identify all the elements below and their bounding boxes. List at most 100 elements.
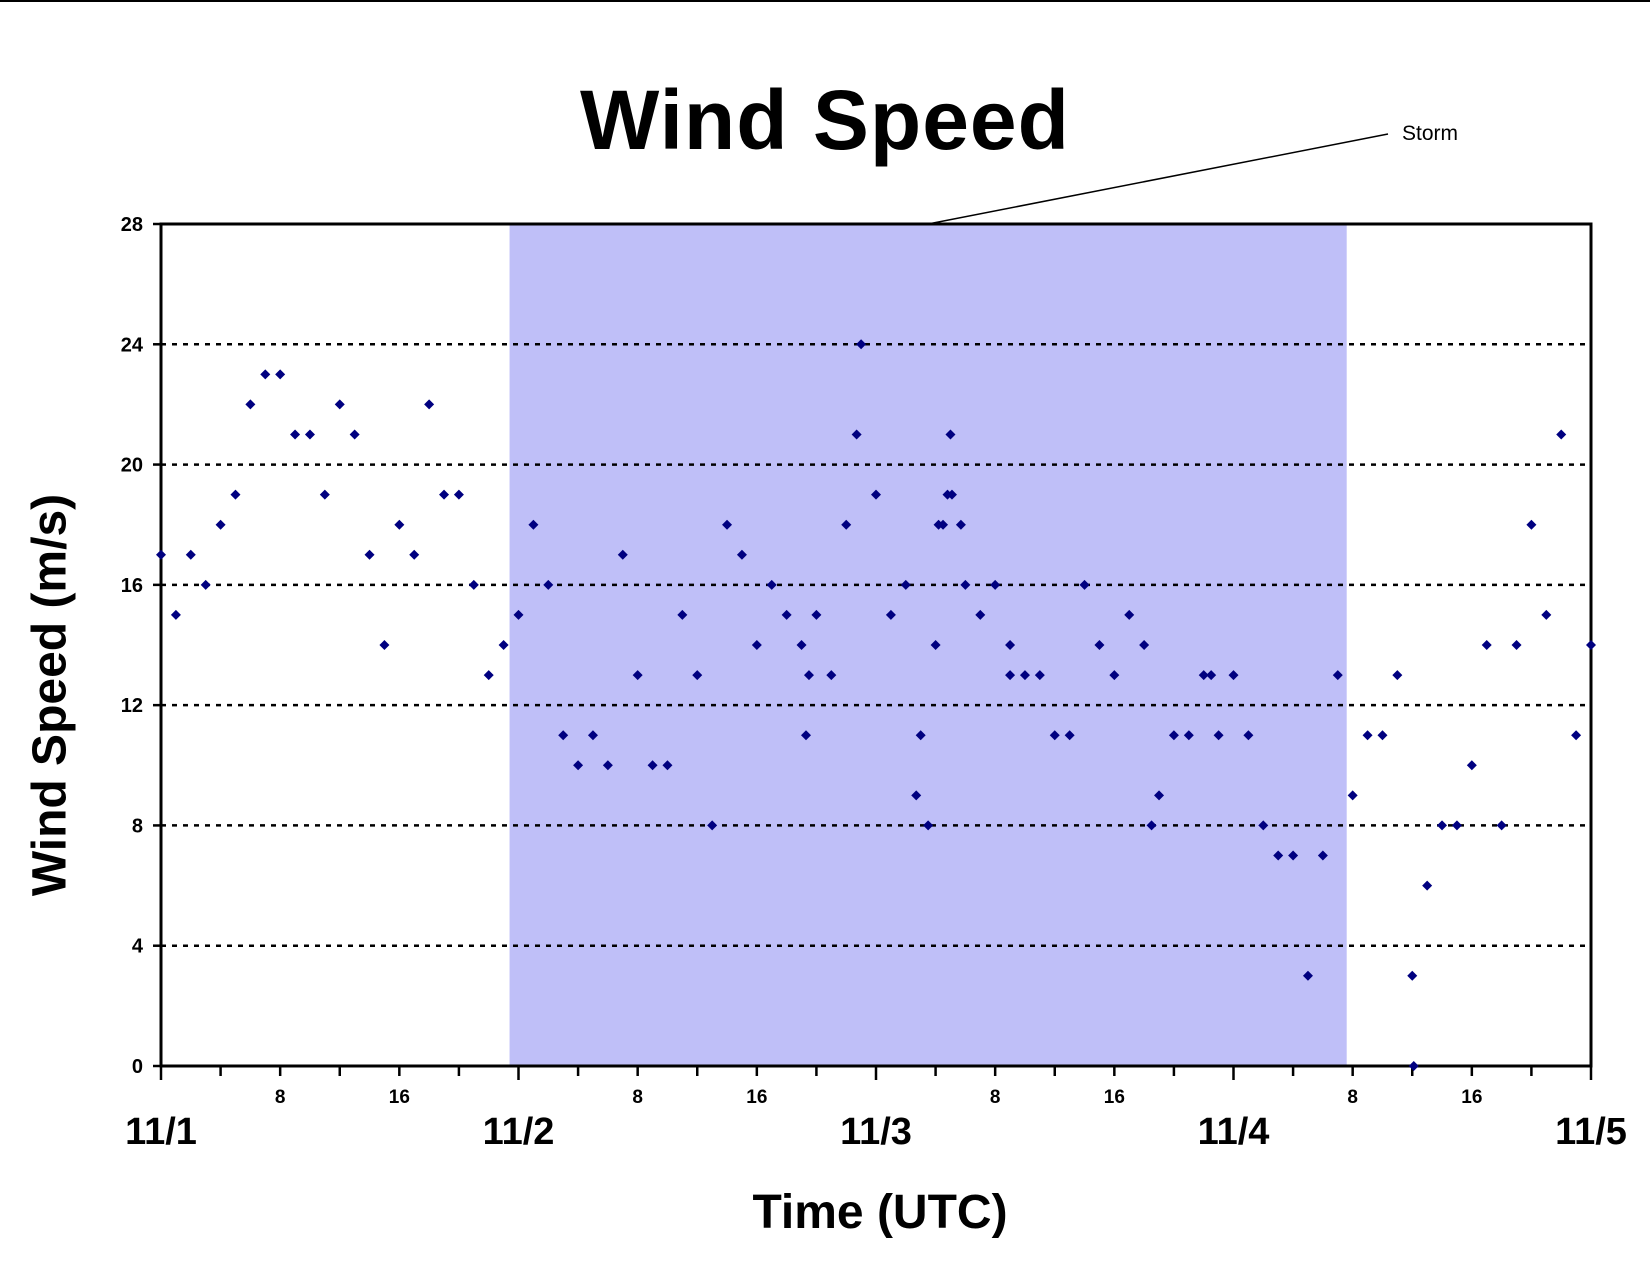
data-point: [955, 519, 966, 530]
x-hour-label: 8: [1347, 1087, 1358, 1108]
data-point: [1154, 790, 1165, 801]
data-point: [722, 519, 733, 530]
data-point: [975, 609, 986, 620]
y-tick-label: 20: [121, 455, 143, 477]
data-point: [1451, 820, 1462, 831]
data-point: [1332, 670, 1343, 681]
data-point: [453, 489, 464, 500]
data-point: [1408, 1061, 1419, 1071]
data-point: [803, 670, 814, 681]
data-point: [1481, 640, 1492, 650]
data-point: [245, 399, 256, 410]
data-point: [677, 609, 688, 620]
data-point: [349, 429, 360, 440]
data-point: [1511, 640, 1522, 650]
data-point: [871, 489, 881, 500]
data-point: [513, 609, 524, 620]
data-point: [215, 519, 226, 530]
data-point: [915, 730, 926, 741]
data-point: [1109, 670, 1120, 681]
data-point: [1556, 429, 1567, 440]
data-point: [1005, 640, 1016, 650]
x-hour-label: 16: [746, 1087, 767, 1108]
data-point: [632, 670, 643, 681]
data-point: [1302, 970, 1313, 981]
data-point: [1377, 730, 1388, 741]
data-point: [1392, 670, 1403, 681]
data-point: [185, 549, 196, 560]
x-hour-label: 8: [990, 1087, 1001, 1108]
data-point: [498, 640, 509, 650]
data-point: [617, 549, 628, 560]
data-point: [1168, 730, 1179, 741]
x-day-label: 11/2: [483, 1111, 555, 1153]
y-tick-label: 24: [121, 334, 144, 356]
data-point: [439, 489, 450, 500]
data-point: [900, 579, 911, 590]
x-hour-label: 16: [389, 1087, 410, 1108]
data-point: [736, 549, 747, 560]
data-point: [587, 730, 598, 741]
x-day-label: 11/5: [1555, 1111, 1627, 1153]
data-point: [1541, 609, 1552, 620]
data-point: [260, 369, 271, 380]
data-point: [1206, 670, 1217, 681]
data-point: [1437, 820, 1448, 831]
data-point: [1146, 820, 1157, 831]
data-point: [304, 429, 315, 440]
data-point: [1228, 670, 1239, 681]
data-point: [1466, 760, 1477, 771]
data-point: [573, 760, 584, 771]
data-point: [662, 760, 673, 771]
data-point: [800, 730, 811, 741]
data-point: [364, 549, 375, 560]
data-point: [170, 609, 181, 620]
data-point: [796, 640, 807, 650]
data-point: [856, 339, 867, 350]
storm-leader-line: [927, 133, 1389, 225]
data-point: [1407, 970, 1418, 981]
data-point: [1273, 850, 1284, 861]
data-point: [692, 670, 703, 681]
data-point: [751, 640, 762, 650]
data-point: [1496, 820, 1507, 831]
y-tick-label: 16: [121, 575, 143, 597]
data-point: [945, 429, 956, 440]
data-point: [1288, 850, 1299, 861]
data-point: [885, 609, 896, 620]
storm-annotation-label: Storm: [1402, 122, 1459, 145]
data-point: [766, 579, 777, 590]
data-point: [1079, 579, 1090, 590]
data-point: [543, 579, 554, 590]
data-point: [1064, 730, 1075, 741]
data-point: [1586, 640, 1596, 650]
data-point: [1347, 790, 1358, 801]
storm-shaded-region: [509, 224, 1347, 1066]
y-tick-label: 0: [132, 1056, 143, 1078]
data-point: [946, 489, 957, 500]
data-point: [1422, 880, 1433, 891]
data-point: [528, 519, 539, 530]
data-point: [319, 489, 330, 500]
data-point: [990, 579, 1001, 590]
data-point: [923, 820, 934, 831]
data-point: [1362, 730, 1373, 741]
data-point: [1198, 670, 1209, 681]
data-point: [1317, 850, 1328, 861]
data-point: [483, 670, 494, 681]
data-point: [394, 519, 405, 530]
data-point: [1049, 730, 1060, 741]
data-point: [558, 730, 569, 741]
data-point: [409, 549, 420, 560]
data-point: [1213, 730, 1224, 741]
data-point: [707, 820, 718, 831]
x-hour-label: 8: [632, 1087, 643, 1108]
x-hour-label: 8: [275, 1087, 286, 1108]
data-point: [1005, 670, 1016, 681]
data-point: [1139, 640, 1150, 650]
data-point: [290, 429, 301, 440]
data-point: [602, 760, 613, 771]
data-point: [230, 489, 241, 500]
data-point: [811, 609, 822, 620]
